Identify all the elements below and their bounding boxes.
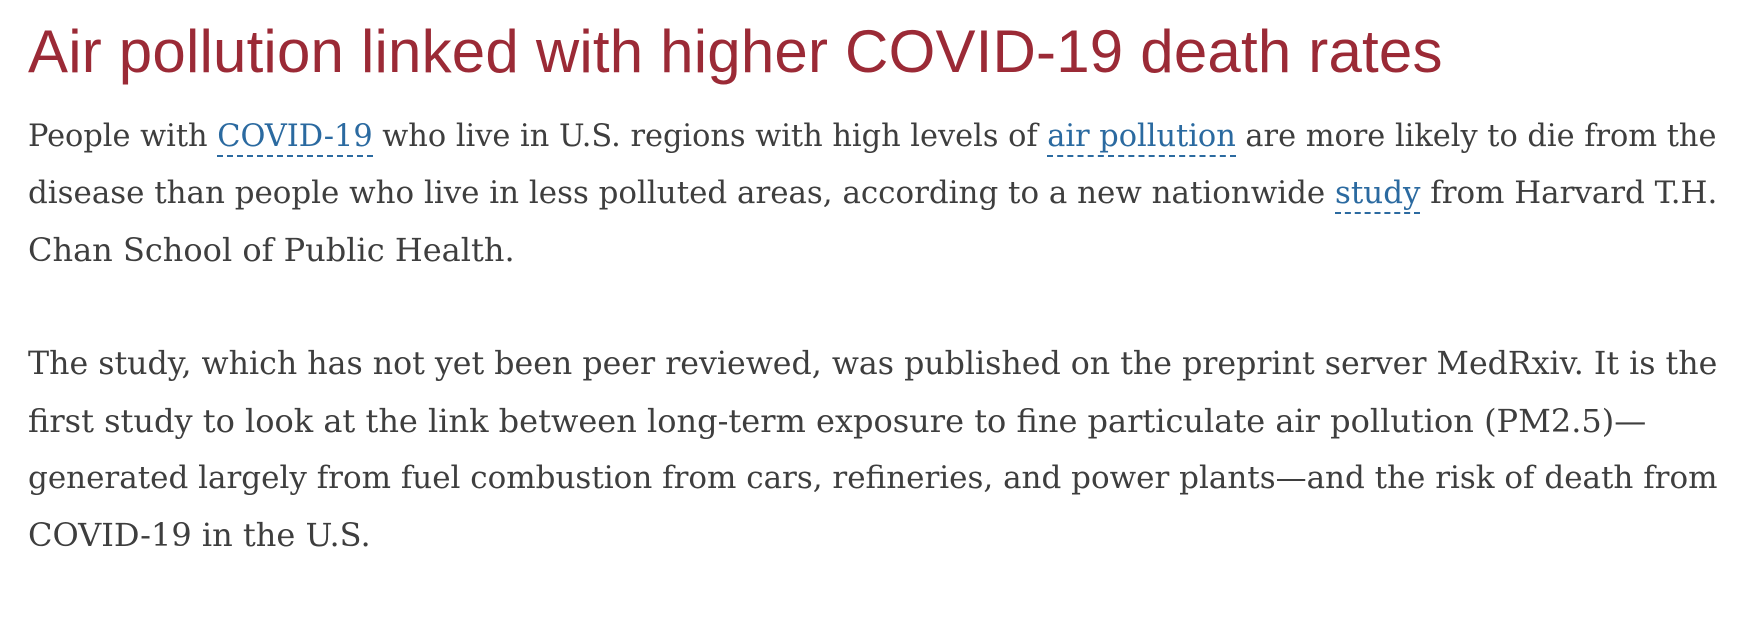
study-link[interactable]: study bbox=[1335, 175, 1421, 214]
paragraph-line: disease than people who live in less pol… bbox=[28, 165, 1728, 222]
air-pollution-link[interactable]: air pollution bbox=[1047, 119, 1236, 157]
paragraph-line: COVID-19 in the U.S. bbox=[28, 516, 371, 554]
text-run: disease than people who live in less pol… bbox=[28, 175, 1336, 211]
paragraph-line: The study, which has not yet been peer r… bbox=[28, 346, 1718, 382]
paragraph-line: People with COVID-19 who live in U.S. re… bbox=[28, 108, 1728, 165]
article: Air pollution linked with higher COVID-1… bbox=[28, 0, 1728, 564]
paragraph-line: generated largely from fuel combustion f… bbox=[28, 460, 1718, 496]
text-run: People with bbox=[28, 119, 218, 154]
paragraph-line: Chan School of Public Health. bbox=[28, 231, 515, 269]
paragraph-intro: People with COVID-19 who live in U.S. re… bbox=[28, 108, 1728, 279]
paragraph-study-details: The study, which has not yet been peer r… bbox=[28, 336, 1728, 564]
covid-19-link[interactable]: COVID-19 bbox=[217, 119, 373, 157]
article-title: Air pollution linked with higher COVID-1… bbox=[28, 18, 1443, 85]
paragraph-line: first study to look at the link between … bbox=[28, 402, 1647, 440]
text-run: who live in U.S. regions with high level… bbox=[372, 119, 1048, 154]
text-run: from Harvard T.H. bbox=[1420, 175, 1718, 211]
text-run: are more likely to die from the bbox=[1235, 119, 1717, 154]
